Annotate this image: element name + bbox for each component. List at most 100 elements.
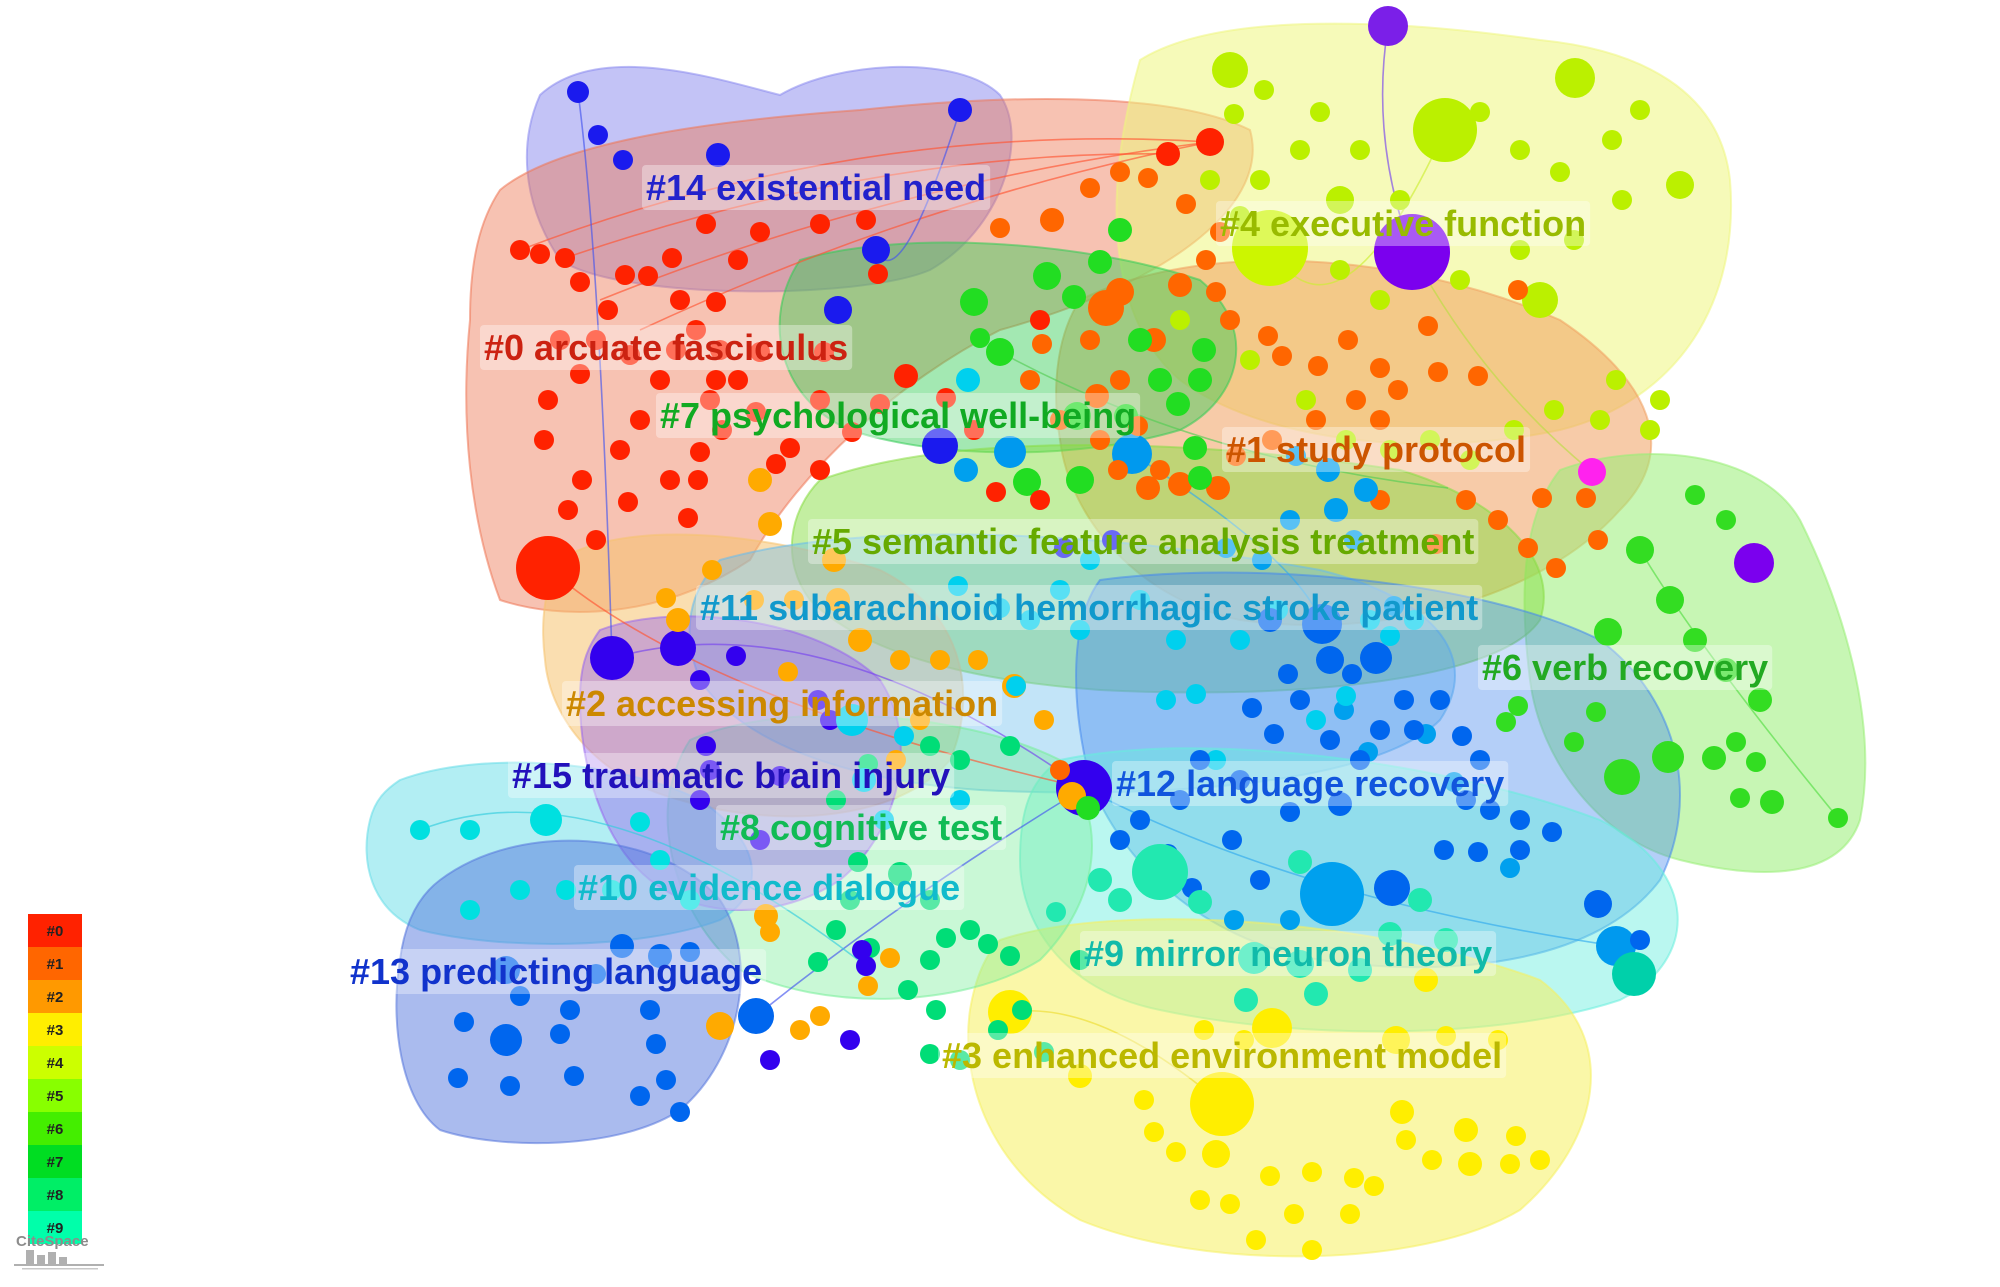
- reference-node[interactable]: [1238, 942, 1270, 974]
- reference-node[interactable]: [530, 244, 550, 264]
- reference-node[interactable]: [1612, 190, 1632, 210]
- reference-node[interactable]: [638, 266, 658, 286]
- reference-node[interactable]: [1550, 162, 1570, 182]
- reference-node[interactable]: [1594, 618, 1622, 646]
- reference-node[interactable]: [1394, 690, 1414, 710]
- reference-node[interactable]: [1306, 410, 1326, 430]
- reference-node[interactable]: [964, 420, 984, 440]
- cluster-label-2[interactable]: #2 accessing information: [566, 683, 998, 724]
- reference-node[interactable]: [1630, 100, 1650, 120]
- reference-node[interactable]: [1380, 626, 1400, 646]
- reference-node[interactable]: [728, 250, 748, 270]
- reference-node[interactable]: [948, 576, 968, 596]
- reference-node[interactable]: [1470, 750, 1490, 770]
- reference-node[interactable]: [620, 345, 640, 365]
- reference-node[interactable]: [986, 482, 1006, 502]
- reference-node[interactable]: [1166, 1142, 1186, 1162]
- reference-node[interactable]: [1050, 410, 1070, 430]
- reference-node[interactable]: [706, 370, 726, 390]
- reference-node[interactable]: [598, 300, 618, 320]
- reference-node[interactable]: [780, 438, 800, 458]
- reference-node[interactable]: [744, 590, 764, 610]
- reference-node[interactable]: [1134, 1090, 1154, 1110]
- reference-node[interactable]: [666, 608, 690, 632]
- reference-node[interactable]: [1578, 458, 1606, 486]
- reference-node[interactable]: [1224, 910, 1244, 930]
- reference-node[interactable]: [1032, 334, 1052, 354]
- reference-node[interactable]: [1288, 850, 1312, 874]
- reference-node[interactable]: [1370, 358, 1390, 378]
- reference-node[interactable]: [926, 1000, 946, 1020]
- reference-node[interactable]: [856, 956, 876, 976]
- reference-node[interactable]: [810, 214, 830, 234]
- reference-node[interactable]: [1354, 478, 1378, 502]
- reference-node[interactable]: [810, 460, 830, 480]
- reference-node[interactable]: [1650, 390, 1670, 410]
- reference-node[interactable]: [960, 920, 980, 940]
- reference-node[interactable]: [1630, 930, 1650, 950]
- cluster-label-14[interactable]: #14 existential need: [646, 167, 986, 208]
- reference-node[interactable]: [1500, 1154, 1520, 1174]
- reference-node[interactable]: [1264, 724, 1284, 744]
- reference-node[interactable]: [590, 636, 634, 680]
- reference-node[interactable]: [1062, 285, 1086, 309]
- reference-node[interactable]: [1156, 142, 1180, 166]
- reference-node[interactable]: [1320, 730, 1340, 750]
- reference-node[interactable]: [990, 598, 1010, 618]
- reference-node[interactable]: [1590, 410, 1610, 430]
- reference-node[interactable]: [1546, 558, 1566, 578]
- reference-node[interactable]: [1222, 830, 1242, 850]
- reference-node[interactable]: [1290, 690, 1310, 710]
- reference-node[interactable]: [706, 1012, 734, 1040]
- reference-node[interactable]: [1258, 608, 1282, 632]
- reference-node[interactable]: [1070, 950, 1090, 970]
- reference-node[interactable]: [1234, 988, 1258, 1012]
- reference-node[interactable]: [1168, 273, 1192, 297]
- reference-node[interactable]: [1508, 280, 1528, 300]
- reference-node[interactable]: [1588, 530, 1608, 550]
- reference-node[interactable]: [1280, 802, 1300, 822]
- reference-node[interactable]: [1456, 490, 1476, 510]
- reference-node[interactable]: [1746, 752, 1766, 772]
- cluster-label-4[interactable]: #4 executive function: [1220, 203, 1586, 244]
- reference-node[interactable]: [1330, 260, 1350, 280]
- reference-node[interactable]: [1110, 162, 1130, 182]
- reference-node[interactable]: [1734, 543, 1774, 583]
- reference-node[interactable]: [1130, 590, 1150, 610]
- reference-node[interactable]: [660, 470, 680, 490]
- reference-node[interactable]: [1308, 356, 1328, 376]
- reference-node[interactable]: [1500, 858, 1520, 878]
- reference-node[interactable]: [1380, 440, 1400, 460]
- reference-node[interactable]: [1468, 366, 1488, 386]
- reference-node[interactable]: [810, 1006, 830, 1026]
- reference-node[interactable]: [1408, 888, 1432, 912]
- reference-node[interactable]: [1190, 750, 1210, 770]
- reference-node[interactable]: [666, 340, 686, 360]
- reference-node[interactable]: [1434, 840, 1454, 860]
- reference-node[interactable]: [1080, 550, 1100, 570]
- reference-node[interactable]: [1240, 350, 1260, 370]
- reference-node[interactable]: [1252, 550, 1272, 570]
- reference-node[interactable]: [1382, 1026, 1410, 1054]
- reference-node[interactable]: [690, 442, 710, 462]
- reference-node[interactable]: [1510, 840, 1530, 860]
- reference-node[interactable]: [1186, 684, 1206, 704]
- reference-node[interactable]: [824, 296, 852, 324]
- reference-node[interactable]: [1252, 1008, 1292, 1048]
- reference-node[interactable]: [1286, 446, 1306, 466]
- reference-node[interactable]: [1242, 698, 1262, 718]
- reference-node[interactable]: [556, 880, 576, 900]
- reference-node[interactable]: [1166, 630, 1186, 650]
- reference-node[interactable]: [1070, 620, 1090, 640]
- reference-node[interactable]: [1508, 696, 1528, 716]
- reference-node[interactable]: [1006, 676, 1026, 696]
- reference-node[interactable]: [810, 390, 830, 410]
- reference-node[interactable]: [678, 508, 698, 528]
- reference-node[interactable]: [1188, 890, 1212, 914]
- reference-node[interactable]: [1450, 270, 1470, 290]
- reference-node[interactable]: [660, 630, 696, 666]
- reference-node[interactable]: [1166, 392, 1190, 416]
- reference-node[interactable]: [826, 588, 850, 612]
- reference-node[interactable]: [920, 890, 940, 910]
- reference-node[interactable]: [510, 880, 530, 900]
